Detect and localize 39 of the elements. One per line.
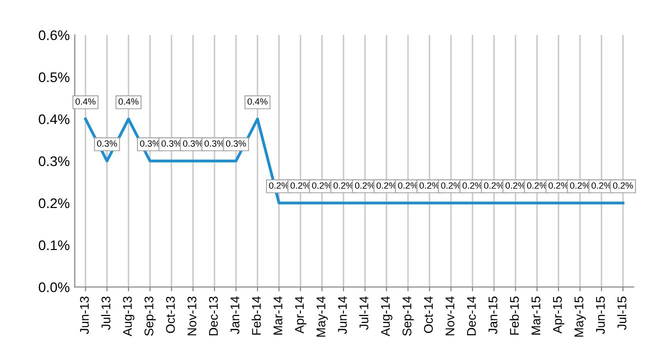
- x-tick-label: Jun-14: [338, 296, 347, 334]
- y-tick-label: 0.0%: [38, 282, 70, 292]
- x-tick-label: Apr-14: [295, 296, 306, 334]
- x-tick-label: Jan-14: [230, 296, 240, 334]
- y-tick-label: 0.2%: [38, 198, 70, 208]
- x-tick-label: Dec-14: [467, 296, 476, 336]
- x-tick-label: Jul-15: [617, 296, 626, 330]
- x-tick-label: Feb-15: [510, 296, 519, 335]
- x-tick-label: Dec-13: [209, 296, 218, 336]
- y-tick-label: 0.3%: [38, 156, 70, 166]
- data-label: 0.4%: [76, 98, 96, 105]
- x-tick-label: Jan-15: [488, 296, 498, 334]
- x-tick-label: Feb-14: [252, 296, 261, 335]
- x-tick-label: Jun-13: [80, 296, 89, 334]
- x-tick-label: Sep-14: [402, 296, 414, 336]
- data-label: 0.3%: [226, 140, 246, 147]
- x-tick-label: Oct-14: [424, 296, 433, 333]
- x-tick-label: May-15: [574, 296, 586, 337]
- x-tick-label: Oct-13: [166, 296, 175, 333]
- x-tick-label: Mar-15: [532, 296, 540, 335]
- x-tick-label: Aug-14: [381, 296, 392, 336]
- x-tick-label: Sep-13: [144, 296, 156, 336]
- x-tick-label: Jun-15: [596, 296, 605, 334]
- data-label: 0.2%: [613, 182, 633, 189]
- data-label: 0.4%: [248, 98, 268, 105]
- x-tick-label: Jul-14: [359, 296, 368, 330]
- x-tick-label: Mar-14: [274, 296, 282, 335]
- data-label: 0.3%: [97, 140, 117, 147]
- data-label: 0.4%: [118, 98, 138, 105]
- x-tick-label: Apr-15: [553, 296, 564, 334]
- y-tick-label: 0.4%: [38, 114, 70, 124]
- y-tick-label: 0.6%: [38, 30, 70, 40]
- x-tick-label: Nov-14: [446, 296, 454, 336]
- x-tick-label: May-14: [316, 296, 328, 337]
- y-tick-label: 0.5%: [38, 72, 70, 82]
- x-tick-label: Nov-13: [188, 296, 196, 336]
- x-tick-label: Jul-13: [101, 296, 110, 330]
- x-tick-label: Aug-13: [123, 296, 134, 336]
- y-tick-label: 0.1%: [38, 240, 70, 250]
